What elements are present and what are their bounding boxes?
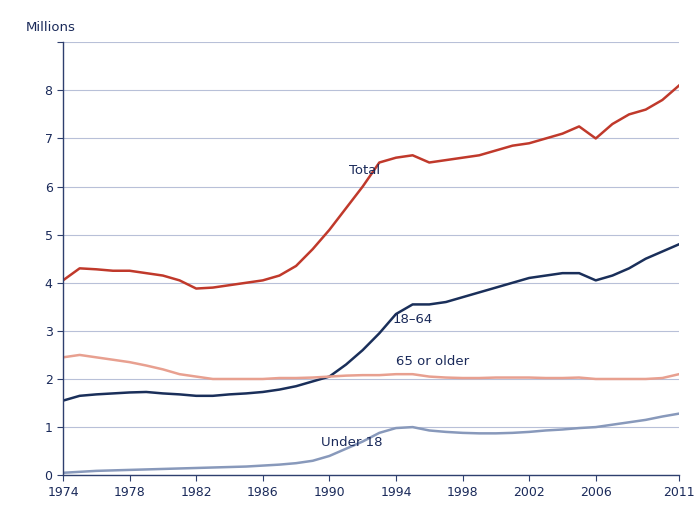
Text: Total: Total [349,164,381,177]
Text: 18–64: 18–64 [393,313,433,326]
Text: Under 18: Under 18 [321,436,383,449]
Text: 65 or older: 65 or older [396,355,469,369]
Text: Millions: Millions [26,21,76,34]
